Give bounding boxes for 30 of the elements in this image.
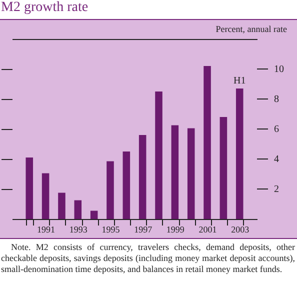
bar <box>58 192 66 219</box>
bar <box>236 88 244 219</box>
x-tick-label: 1991 <box>37 224 56 234</box>
y-tick-label: 4 <box>274 154 279 165</box>
y-tick-label: 8 <box>274 94 279 105</box>
bar <box>155 92 162 219</box>
bar <box>138 135 146 219</box>
annotation: H1 <box>234 76 246 86</box>
bar <box>90 210 98 219</box>
bar <box>26 158 34 219</box>
bar <box>106 161 114 219</box>
bar <box>204 66 211 219</box>
bar <box>74 200 82 219</box>
x-tick-label: 2003 <box>231 224 250 234</box>
bar <box>122 152 130 219</box>
y-tick-label: 6 <box>274 124 279 135</box>
y-axis-title: Percent, annual rate <box>216 24 287 34</box>
x-tick-label: 1999 <box>166 224 185 234</box>
y-tick-label: 2 <box>274 184 279 195</box>
y-tick-label: 10 <box>274 64 284 75</box>
bar <box>42 173 50 219</box>
bar <box>220 117 228 219</box>
chart-title: M2 growth rate <box>0 0 297 20</box>
text: Note. M2 consists of currency, travelers checks, demand deposits, other checkable deposits, savings deposits (including money market deposit accounts), small-denomination time deposits, and balances in retail money market funds. <box>0 241 296 275</box>
x-tick-label: 2001 <box>198 224 217 234</box>
x-tick-label: 1997 <box>134 224 153 234</box>
bar <box>187 128 195 219</box>
x-tick-label: 1995 <box>102 224 120 234</box>
x-tick-label: 1993 <box>69 224 88 234</box>
bar <box>171 125 179 219</box>
